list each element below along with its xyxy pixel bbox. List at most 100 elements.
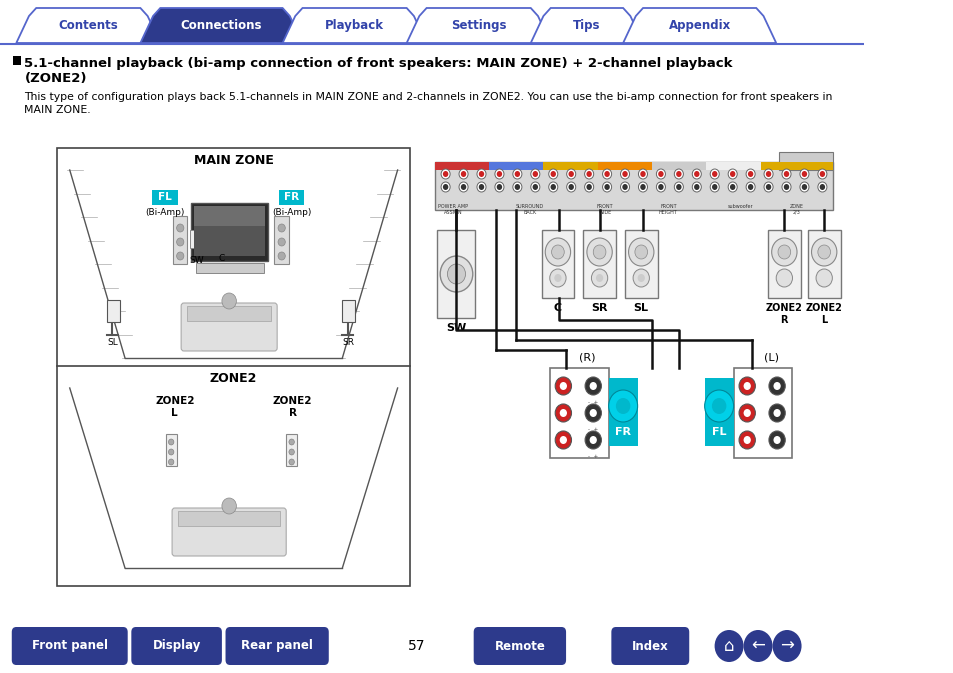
Circle shape	[458, 182, 468, 192]
Circle shape	[550, 171, 556, 177]
Circle shape	[495, 169, 503, 179]
Bar	[278, 190, 304, 205]
Text: Contents: Contents	[58, 19, 118, 32]
Circle shape	[584, 431, 600, 449]
Circle shape	[514, 184, 519, 190]
Circle shape	[639, 171, 645, 177]
Bar	[166, 434, 176, 466]
Polygon shape	[16, 8, 160, 43]
FancyBboxPatch shape	[611, 627, 688, 665]
Bar	[582, 230, 616, 298]
Text: 57: 57	[408, 639, 425, 653]
Text: SW: SW	[446, 323, 466, 333]
Circle shape	[568, 171, 574, 177]
Circle shape	[633, 269, 649, 287]
Bar	[342, 300, 355, 322]
Circle shape	[478, 184, 484, 190]
Circle shape	[621, 171, 627, 177]
Circle shape	[545, 238, 570, 266]
Bar	[190, 230, 203, 248]
Text: ZONE2: ZONE2	[210, 371, 257, 384]
Circle shape	[555, 431, 571, 449]
Circle shape	[692, 182, 700, 192]
Circle shape	[727, 182, 737, 192]
Text: 5.1-channel playback (bi-amp connection of front speakers: MAIN ZONE) + 2-channe: 5.1-channel playback (bi-amp connection …	[25, 57, 732, 70]
Circle shape	[551, 245, 563, 259]
Circle shape	[709, 169, 719, 179]
Circle shape	[765, 184, 770, 190]
Circle shape	[773, 382, 780, 390]
Circle shape	[460, 184, 466, 190]
Circle shape	[549, 269, 565, 287]
Circle shape	[442, 184, 448, 190]
Text: Tips: Tips	[573, 19, 600, 32]
Circle shape	[277, 238, 285, 246]
Circle shape	[289, 459, 294, 465]
Polygon shape	[282, 8, 426, 43]
Text: ←: ←	[750, 637, 764, 655]
Circle shape	[714, 630, 742, 662]
Circle shape	[621, 184, 627, 190]
Circle shape	[765, 171, 770, 177]
Text: (L): (L)	[763, 353, 779, 363]
Circle shape	[638, 169, 647, 179]
Circle shape	[656, 182, 665, 192]
Circle shape	[745, 182, 755, 192]
Circle shape	[781, 182, 790, 192]
Text: -  +: - +	[587, 427, 598, 432]
Text: SR: SR	[591, 303, 607, 313]
Circle shape	[277, 252, 285, 260]
Circle shape	[439, 256, 473, 292]
Text: MAIN ZONE: MAIN ZONE	[193, 153, 274, 166]
Polygon shape	[140, 8, 302, 43]
Circle shape	[778, 245, 790, 259]
Circle shape	[763, 169, 772, 179]
Bar	[12, 56, 21, 65]
Text: FR: FR	[615, 427, 631, 437]
Circle shape	[815, 269, 831, 287]
Polygon shape	[530, 8, 642, 43]
Circle shape	[674, 169, 682, 179]
Circle shape	[819, 171, 824, 177]
Bar	[152, 190, 177, 205]
Bar	[178, 511, 279, 526]
Text: FL: FL	[711, 427, 725, 437]
Bar	[57, 148, 410, 586]
Text: SL: SL	[633, 303, 648, 313]
Circle shape	[176, 252, 184, 260]
Circle shape	[584, 377, 600, 395]
Circle shape	[554, 274, 561, 282]
Circle shape	[768, 377, 784, 395]
Circle shape	[550, 184, 556, 190]
Circle shape	[727, 169, 737, 179]
Text: -  +: - +	[587, 400, 598, 405]
Bar	[435, 162, 489, 170]
Text: Rear panel: Rear panel	[241, 639, 313, 653]
Bar	[778, 152, 832, 170]
Text: Connections: Connections	[180, 19, 262, 32]
Circle shape	[604, 184, 609, 190]
Circle shape	[799, 182, 808, 192]
Text: →: →	[780, 637, 793, 655]
Text: POWER AMP
ASSIGN: POWER AMP ASSIGN	[437, 204, 467, 215]
Bar	[274, 216, 289, 264]
Circle shape	[739, 431, 755, 449]
Circle shape	[532, 171, 537, 177]
Circle shape	[476, 169, 485, 179]
Circle shape	[742, 409, 750, 417]
Circle shape	[608, 390, 637, 422]
Circle shape	[440, 182, 450, 192]
Circle shape	[169, 459, 173, 465]
Bar	[733, 368, 792, 458]
Circle shape	[530, 169, 539, 179]
Bar	[206, 236, 238, 246]
Bar	[549, 368, 608, 458]
FancyBboxPatch shape	[11, 627, 128, 665]
Text: Appendix: Appendix	[668, 19, 730, 32]
Circle shape	[495, 182, 503, 192]
Text: FL: FL	[158, 192, 172, 203]
Bar	[807, 230, 840, 298]
Circle shape	[169, 449, 173, 455]
Circle shape	[476, 182, 485, 192]
Circle shape	[773, 436, 780, 444]
